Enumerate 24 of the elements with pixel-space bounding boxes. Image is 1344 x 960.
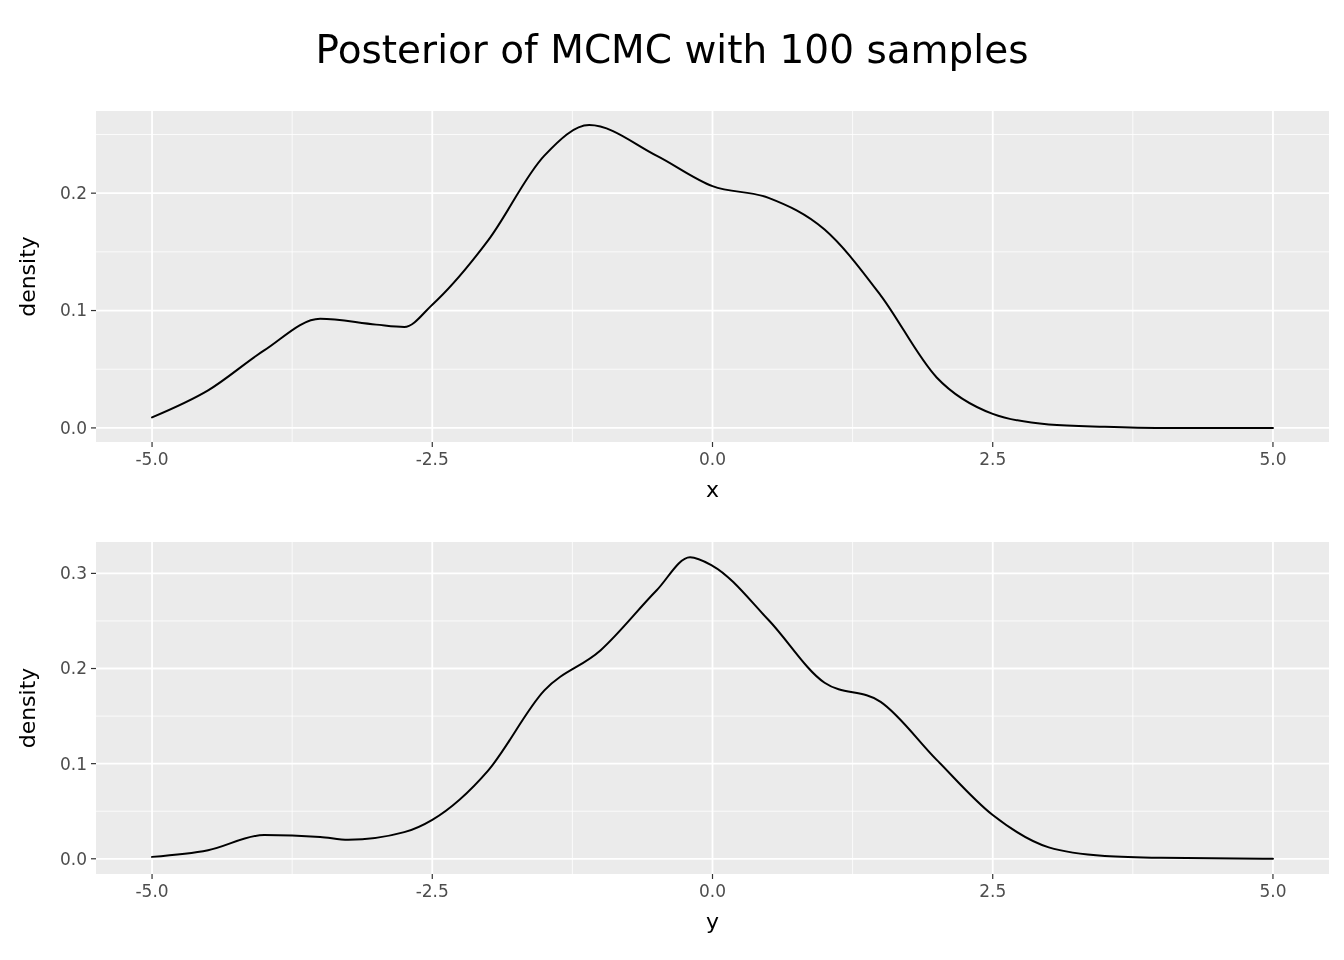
x-axis-title: y	[705, 909, 720, 934]
x-tick-label: 2.5	[979, 449, 1007, 469]
y-tick-label: 0.1	[59, 753, 87, 774]
x-tick-label: 5.0	[1259, 449, 1287, 469]
y-tick-label: 0.2	[59, 658, 87, 679]
line-series	[151, 556, 1274, 860]
y-tick-label: 0.3	[59, 563, 87, 584]
x-tick-label: 5.0	[1259, 881, 1287, 901]
x-tick-label: -5.0	[135, 449, 169, 469]
y-tick-label: 0.0	[59, 417, 87, 438]
x-tick-label: 0.0	[698, 881, 727, 901]
x-tick-label: -2.5	[415, 881, 449, 901]
x-axis-title: x	[705, 477, 720, 502]
chart-title: Posterior of MCMC with 100 samples	[315, 27, 1029, 72]
y-axis-title: density	[15, 236, 40, 317]
x-tick-label: -5.0	[135, 881, 169, 901]
y-tick-label: 0.1	[59, 300, 87, 321]
x-tick-label: 0.0	[698, 449, 727, 469]
y-axis-title: density	[15, 667, 40, 749]
y-tick-label: 0.2	[59, 183, 87, 204]
y-tick-label: 0.0	[59, 848, 87, 869]
x-tick-label: 2.5	[979, 881, 1007, 901]
x-tick-label: -2.5	[415, 449, 449, 469]
line-series	[151, 124, 1274, 429]
